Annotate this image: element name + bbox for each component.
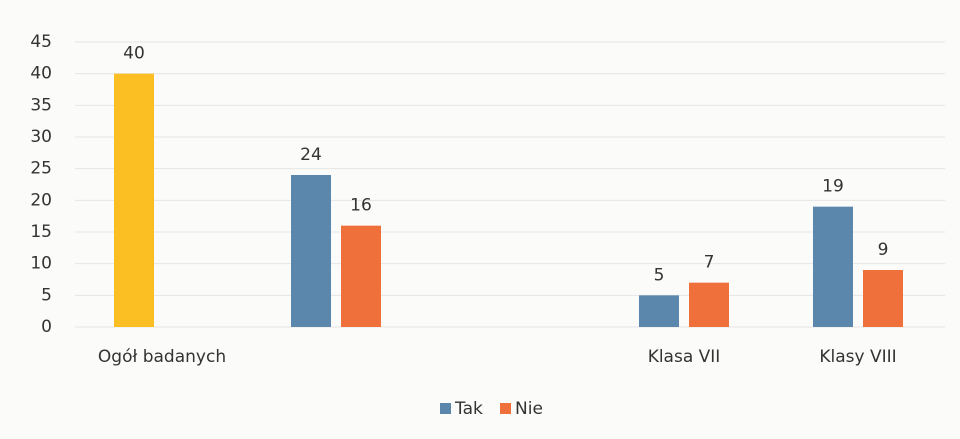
data-label: 7 — [704, 253, 715, 273]
bar — [341, 225, 381, 327]
x-tick-label: Ogół badanych — [98, 347, 226, 367]
legend-label: Nie — [515, 399, 543, 419]
y-tick-label: 25 — [30, 159, 52, 179]
data-label: 19 — [822, 177, 844, 197]
bar — [689, 282, 729, 327]
bar — [114, 73, 154, 328]
y-tick-label: 15 — [30, 222, 52, 242]
data-label: 5 — [654, 265, 665, 285]
y-tick-label: 0 — [41, 317, 52, 337]
y-tick-label: 35 — [30, 95, 52, 115]
legend-swatch — [440, 403, 451, 414]
y-tick-label: 45 — [30, 32, 52, 52]
data-label: 24 — [300, 145, 322, 165]
x-tick-label: Klasy VIII — [819, 347, 896, 367]
bar — [291, 175, 331, 327]
data-label: 16 — [350, 196, 372, 216]
x-tick-label: Klasa VII — [648, 347, 721, 367]
y-tick-label: 10 — [30, 254, 52, 274]
bar — [863, 270, 903, 327]
y-tick-label: 40 — [30, 64, 52, 84]
bar — [813, 206, 853, 327]
y-tick-label: 20 — [30, 190, 52, 210]
data-label: 9 — [878, 240, 889, 260]
y-tick-label: 30 — [30, 127, 52, 147]
y-tick-label: 5 — [41, 285, 52, 305]
legend-swatch — [500, 403, 511, 414]
legend-label: Tak — [454, 399, 483, 419]
data-label: 40 — [123, 44, 145, 64]
bar — [639, 295, 679, 327]
